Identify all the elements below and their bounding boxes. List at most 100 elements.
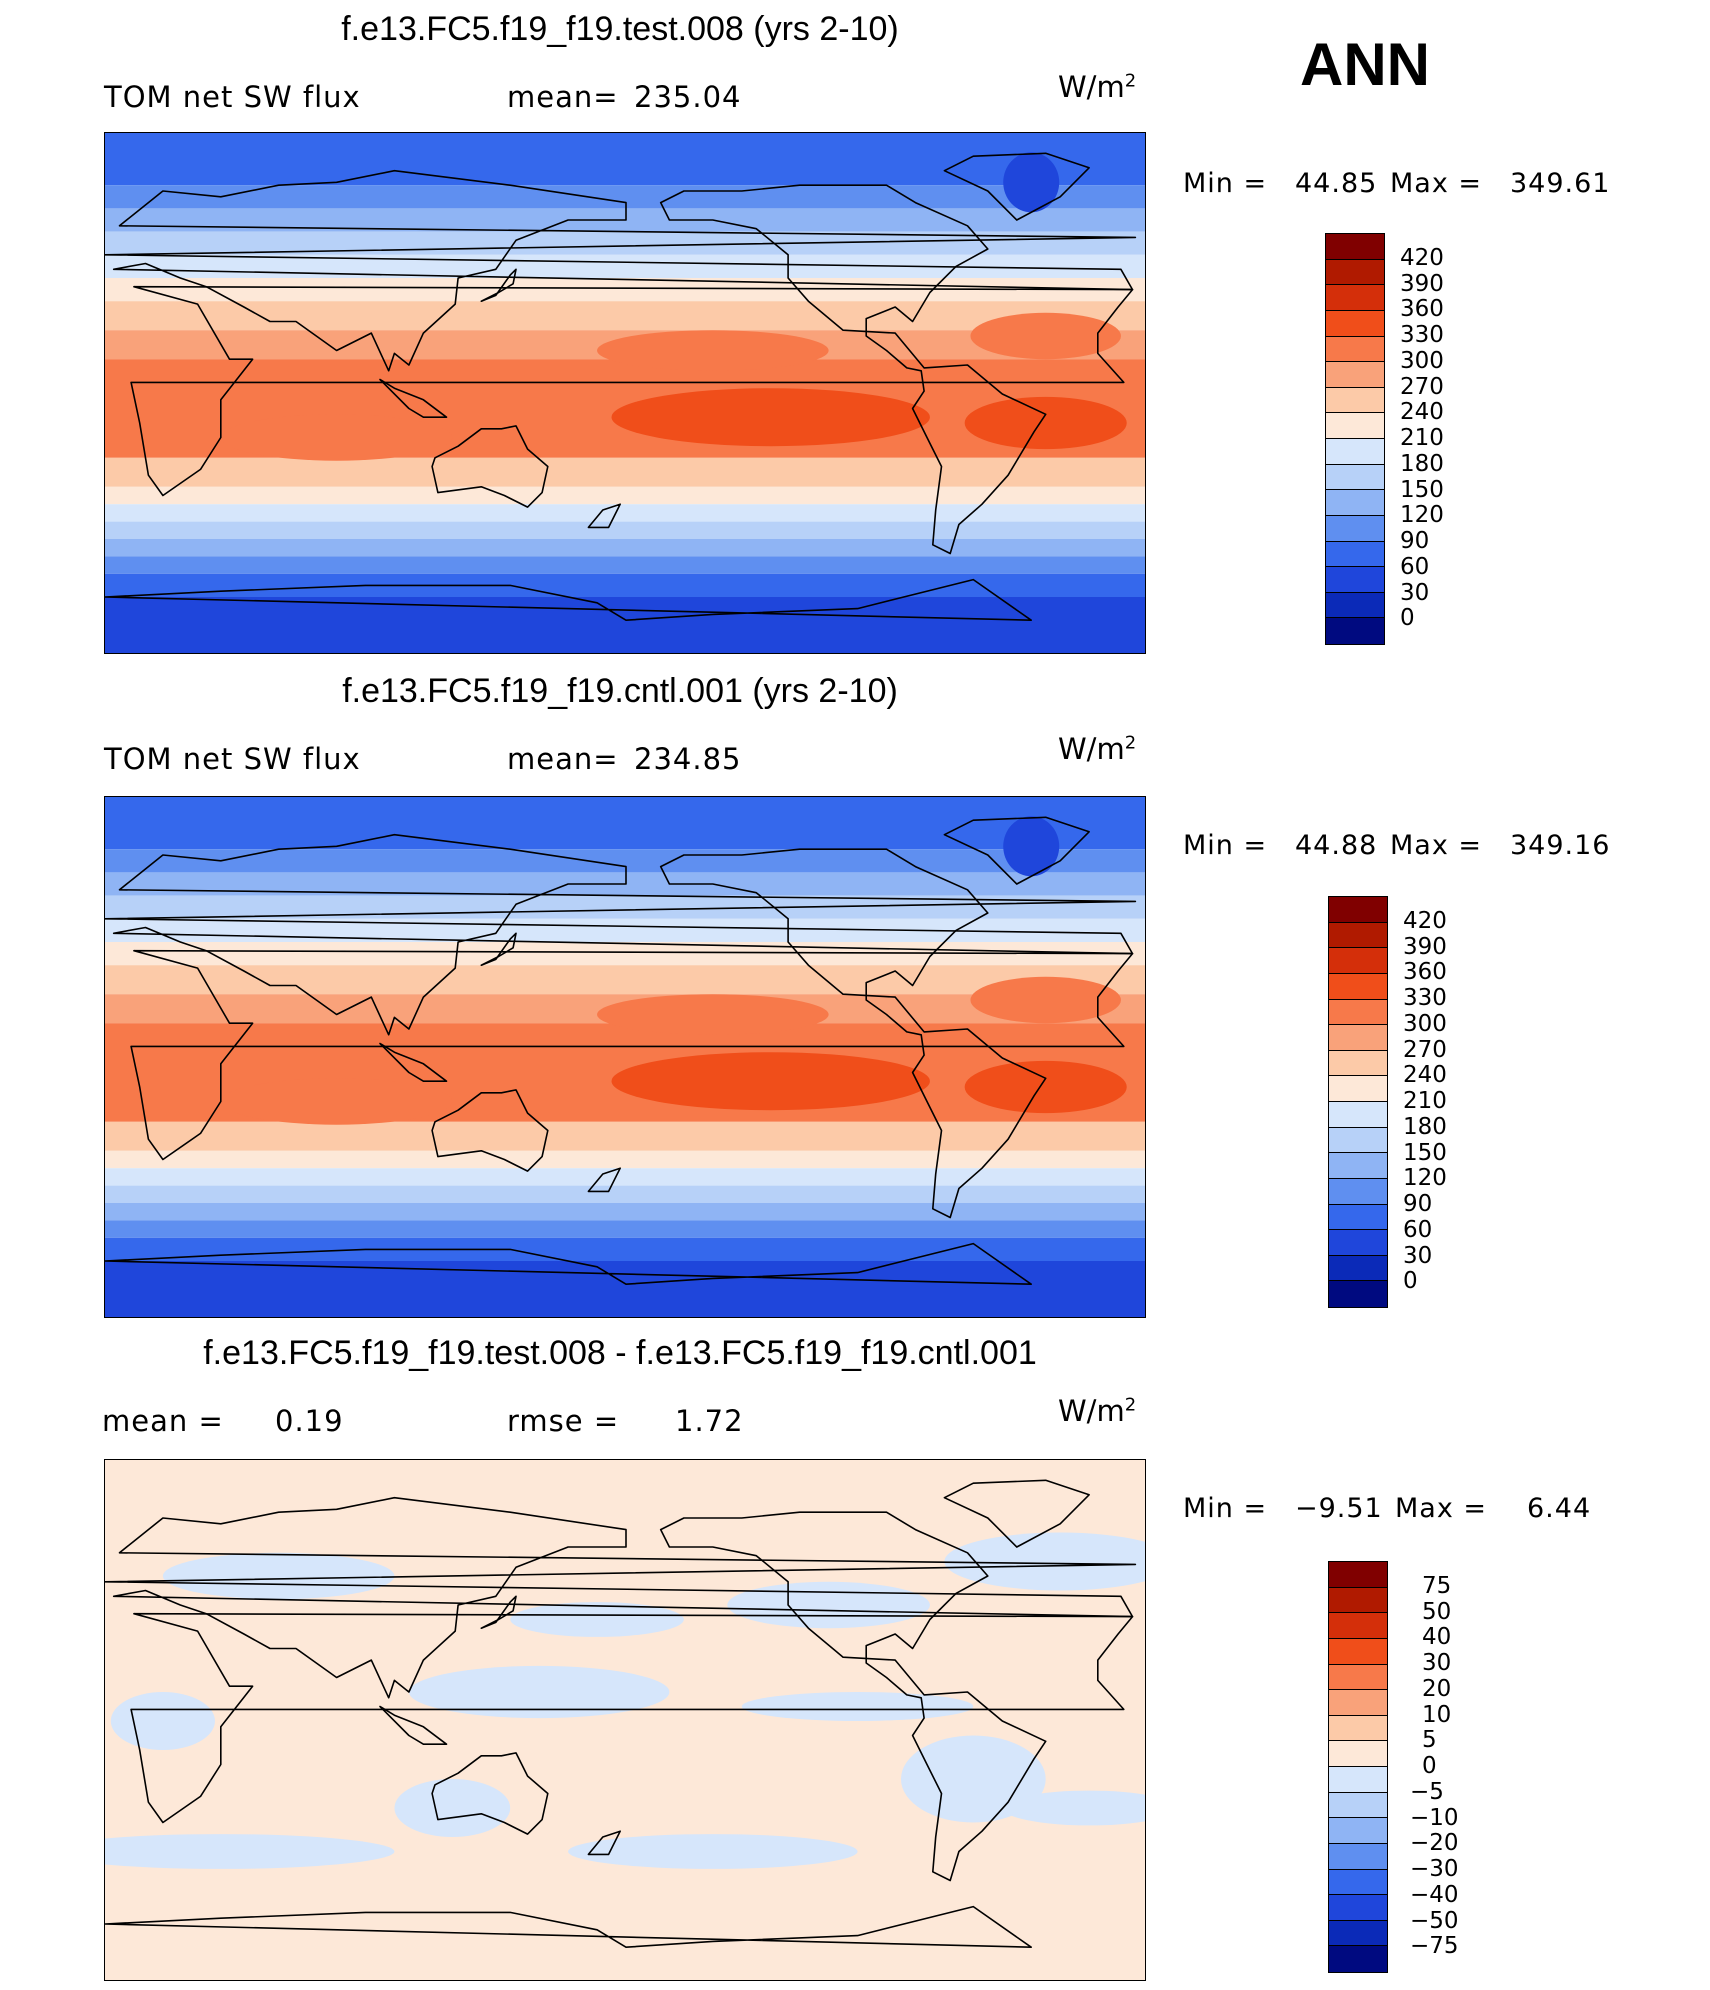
map-field bbox=[105, 797, 1145, 1317]
field-band bbox=[105, 573, 1145, 597]
colorbar-tick-label: 330 bbox=[1400, 322, 1444, 348]
field-band bbox=[105, 1121, 1145, 1151]
panel-1-max-label: Max = bbox=[1390, 168, 1483, 199]
panel-1-colorbar bbox=[1325, 233, 1385, 645]
field-band bbox=[105, 965, 1145, 995]
panel-2-title: f.e13.FC5.f19_f19.cntl.001 (yrs 2-10) bbox=[342, 672, 898, 710]
colorbar-swatch bbox=[1326, 387, 1384, 414]
panel-1-units: W/m2 bbox=[1058, 70, 1137, 104]
field-patch bbox=[944, 1532, 1145, 1591]
colorbar-tick-label: 180 bbox=[1403, 1113, 1447, 1140]
coastline bbox=[431, 425, 549, 508]
colorbar-swatch bbox=[1326, 464, 1384, 491]
coastline bbox=[943, 152, 1090, 221]
panel-2-max-label: Max = bbox=[1390, 830, 1483, 861]
panel-2-max-value: 349.16 bbox=[1510, 830, 1611, 861]
colorbar-tick-label: 75 bbox=[1422, 1572, 1452, 1599]
colorbar-tick-label: 90 bbox=[1400, 528, 1430, 554]
colorbar-tick-label: −5 bbox=[1410, 1778, 1444, 1805]
colorbar-tick-label: 30 bbox=[1422, 1650, 1452, 1676]
colorbar-swatch bbox=[1329, 1025, 1387, 1051]
panel-3-units: W/m2 bbox=[1058, 1394, 1137, 1428]
coastline bbox=[379, 1705, 448, 1746]
field-band bbox=[105, 849, 1145, 873]
colorbar-swatch bbox=[1329, 1127, 1387, 1154]
colorbar-swatch bbox=[1329, 1587, 1387, 1614]
coastline bbox=[105, 833, 1137, 1036]
panel-3-max-label: Max = bbox=[1395, 1493, 1488, 1524]
coastline bbox=[431, 1089, 549, 1172]
coastline bbox=[105, 1496, 1137, 1699]
colorbar-tick-label: 270 bbox=[1403, 1036, 1447, 1063]
colorbar-swatch bbox=[1329, 1281, 1387, 1307]
field-maximum bbox=[964, 396, 1127, 450]
field-band bbox=[105, 504, 1145, 522]
colorbar-swatch bbox=[1329, 1613, 1387, 1639]
panel-3-rmse-value: 1.72 bbox=[675, 1404, 744, 1438]
panel-3-colorbar bbox=[1328, 1561, 1388, 1973]
coastline bbox=[379, 1042, 448, 1083]
field-band bbox=[105, 185, 1145, 209]
field-band bbox=[105, 539, 1145, 557]
panel-2-min-label: Min = bbox=[1183, 830, 1268, 861]
colorbar-swatch bbox=[1329, 1946, 1387, 1972]
field-band bbox=[105, 486, 1145, 505]
colorbar-swatch bbox=[1329, 897, 1387, 923]
field-band bbox=[105, 1168, 1145, 1186]
field-band bbox=[105, 254, 1145, 278]
colorbar-swatch bbox=[1326, 592, 1384, 619]
colorbar-swatch bbox=[1326, 234, 1384, 260]
coastline bbox=[587, 503, 622, 529]
season-label: ANN bbox=[1300, 31, 1430, 98]
field-maximum bbox=[220, 1078, 453, 1125]
panel-1-mean-value: 235.04 bbox=[634, 80, 742, 114]
coastline bbox=[105, 1905, 1033, 1949]
coastline bbox=[659, 184, 1047, 555]
colorbar-tick-label: 390 bbox=[1403, 933, 1447, 960]
colorbar-tick-label: 300 bbox=[1400, 347, 1444, 374]
field-band bbox=[105, 1237, 1145, 1261]
map-field bbox=[105, 133, 1145, 653]
colorbar-tick-label: 5 bbox=[1422, 1727, 1437, 1754]
colorbar-tick-label: 210 bbox=[1403, 1088, 1447, 1114]
colorbar-swatch bbox=[1329, 1792, 1387, 1819]
field-patch bbox=[105, 1834, 395, 1869]
colorbar-swatch bbox=[1329, 1153, 1387, 1179]
colorbar-swatch bbox=[1329, 1102, 1387, 1128]
field-patch bbox=[741, 1692, 974, 1721]
coastline bbox=[105, 578, 1033, 622]
colorbar-swatch bbox=[1329, 1715, 1387, 1742]
colorbar-tick-label: 60 bbox=[1400, 553, 1430, 580]
panel-3-min-value: −9.51 bbox=[1295, 1493, 1383, 1524]
field-band bbox=[105, 1203, 1145, 1221]
field-band bbox=[105, 597, 1145, 653]
coastline bbox=[480, 1595, 517, 1629]
colorbar-tick-label: 390 bbox=[1400, 270, 1444, 297]
field-patch bbox=[394, 1779, 511, 1837]
field-patch bbox=[727, 1581, 930, 1629]
colorbar-tick-label: −75 bbox=[1410, 1933, 1459, 1960]
field-band bbox=[105, 1220, 1145, 1238]
panel-1-min-value: 44.85 bbox=[1295, 168, 1378, 199]
colorbar-swatch bbox=[1329, 1818, 1387, 1844]
panel-3-map bbox=[104, 1459, 1146, 1981]
field-maximum bbox=[597, 330, 829, 371]
coastline bbox=[130, 949, 1134, 1161]
colorbar-tick-label: 360 bbox=[1400, 296, 1444, 323]
panel-1-mean-label: mean= bbox=[507, 80, 619, 114]
colorbar-tick-label: 20 bbox=[1422, 1675, 1452, 1702]
field-minimum bbox=[1003, 816, 1060, 877]
colorbar-tick-label: −50 bbox=[1410, 1907, 1459, 1934]
colorbar-swatch bbox=[1326, 439, 1384, 465]
field-band bbox=[105, 1150, 1145, 1169]
coastline bbox=[105, 169, 1137, 372]
colorbar-tick-label: 120 bbox=[1400, 502, 1444, 529]
colorbar-swatch bbox=[1329, 1638, 1387, 1665]
field-band bbox=[105, 1185, 1145, 1203]
field-band bbox=[105, 278, 1145, 302]
field-band bbox=[105, 895, 1145, 919]
panel-2-min-value: 44.88 bbox=[1295, 830, 1378, 861]
panel-2-map bbox=[104, 796, 1146, 1318]
colorbar-tick-label: −40 bbox=[1410, 1881, 1459, 1908]
panel-3-rmse-label: rmse = bbox=[507, 1404, 620, 1438]
